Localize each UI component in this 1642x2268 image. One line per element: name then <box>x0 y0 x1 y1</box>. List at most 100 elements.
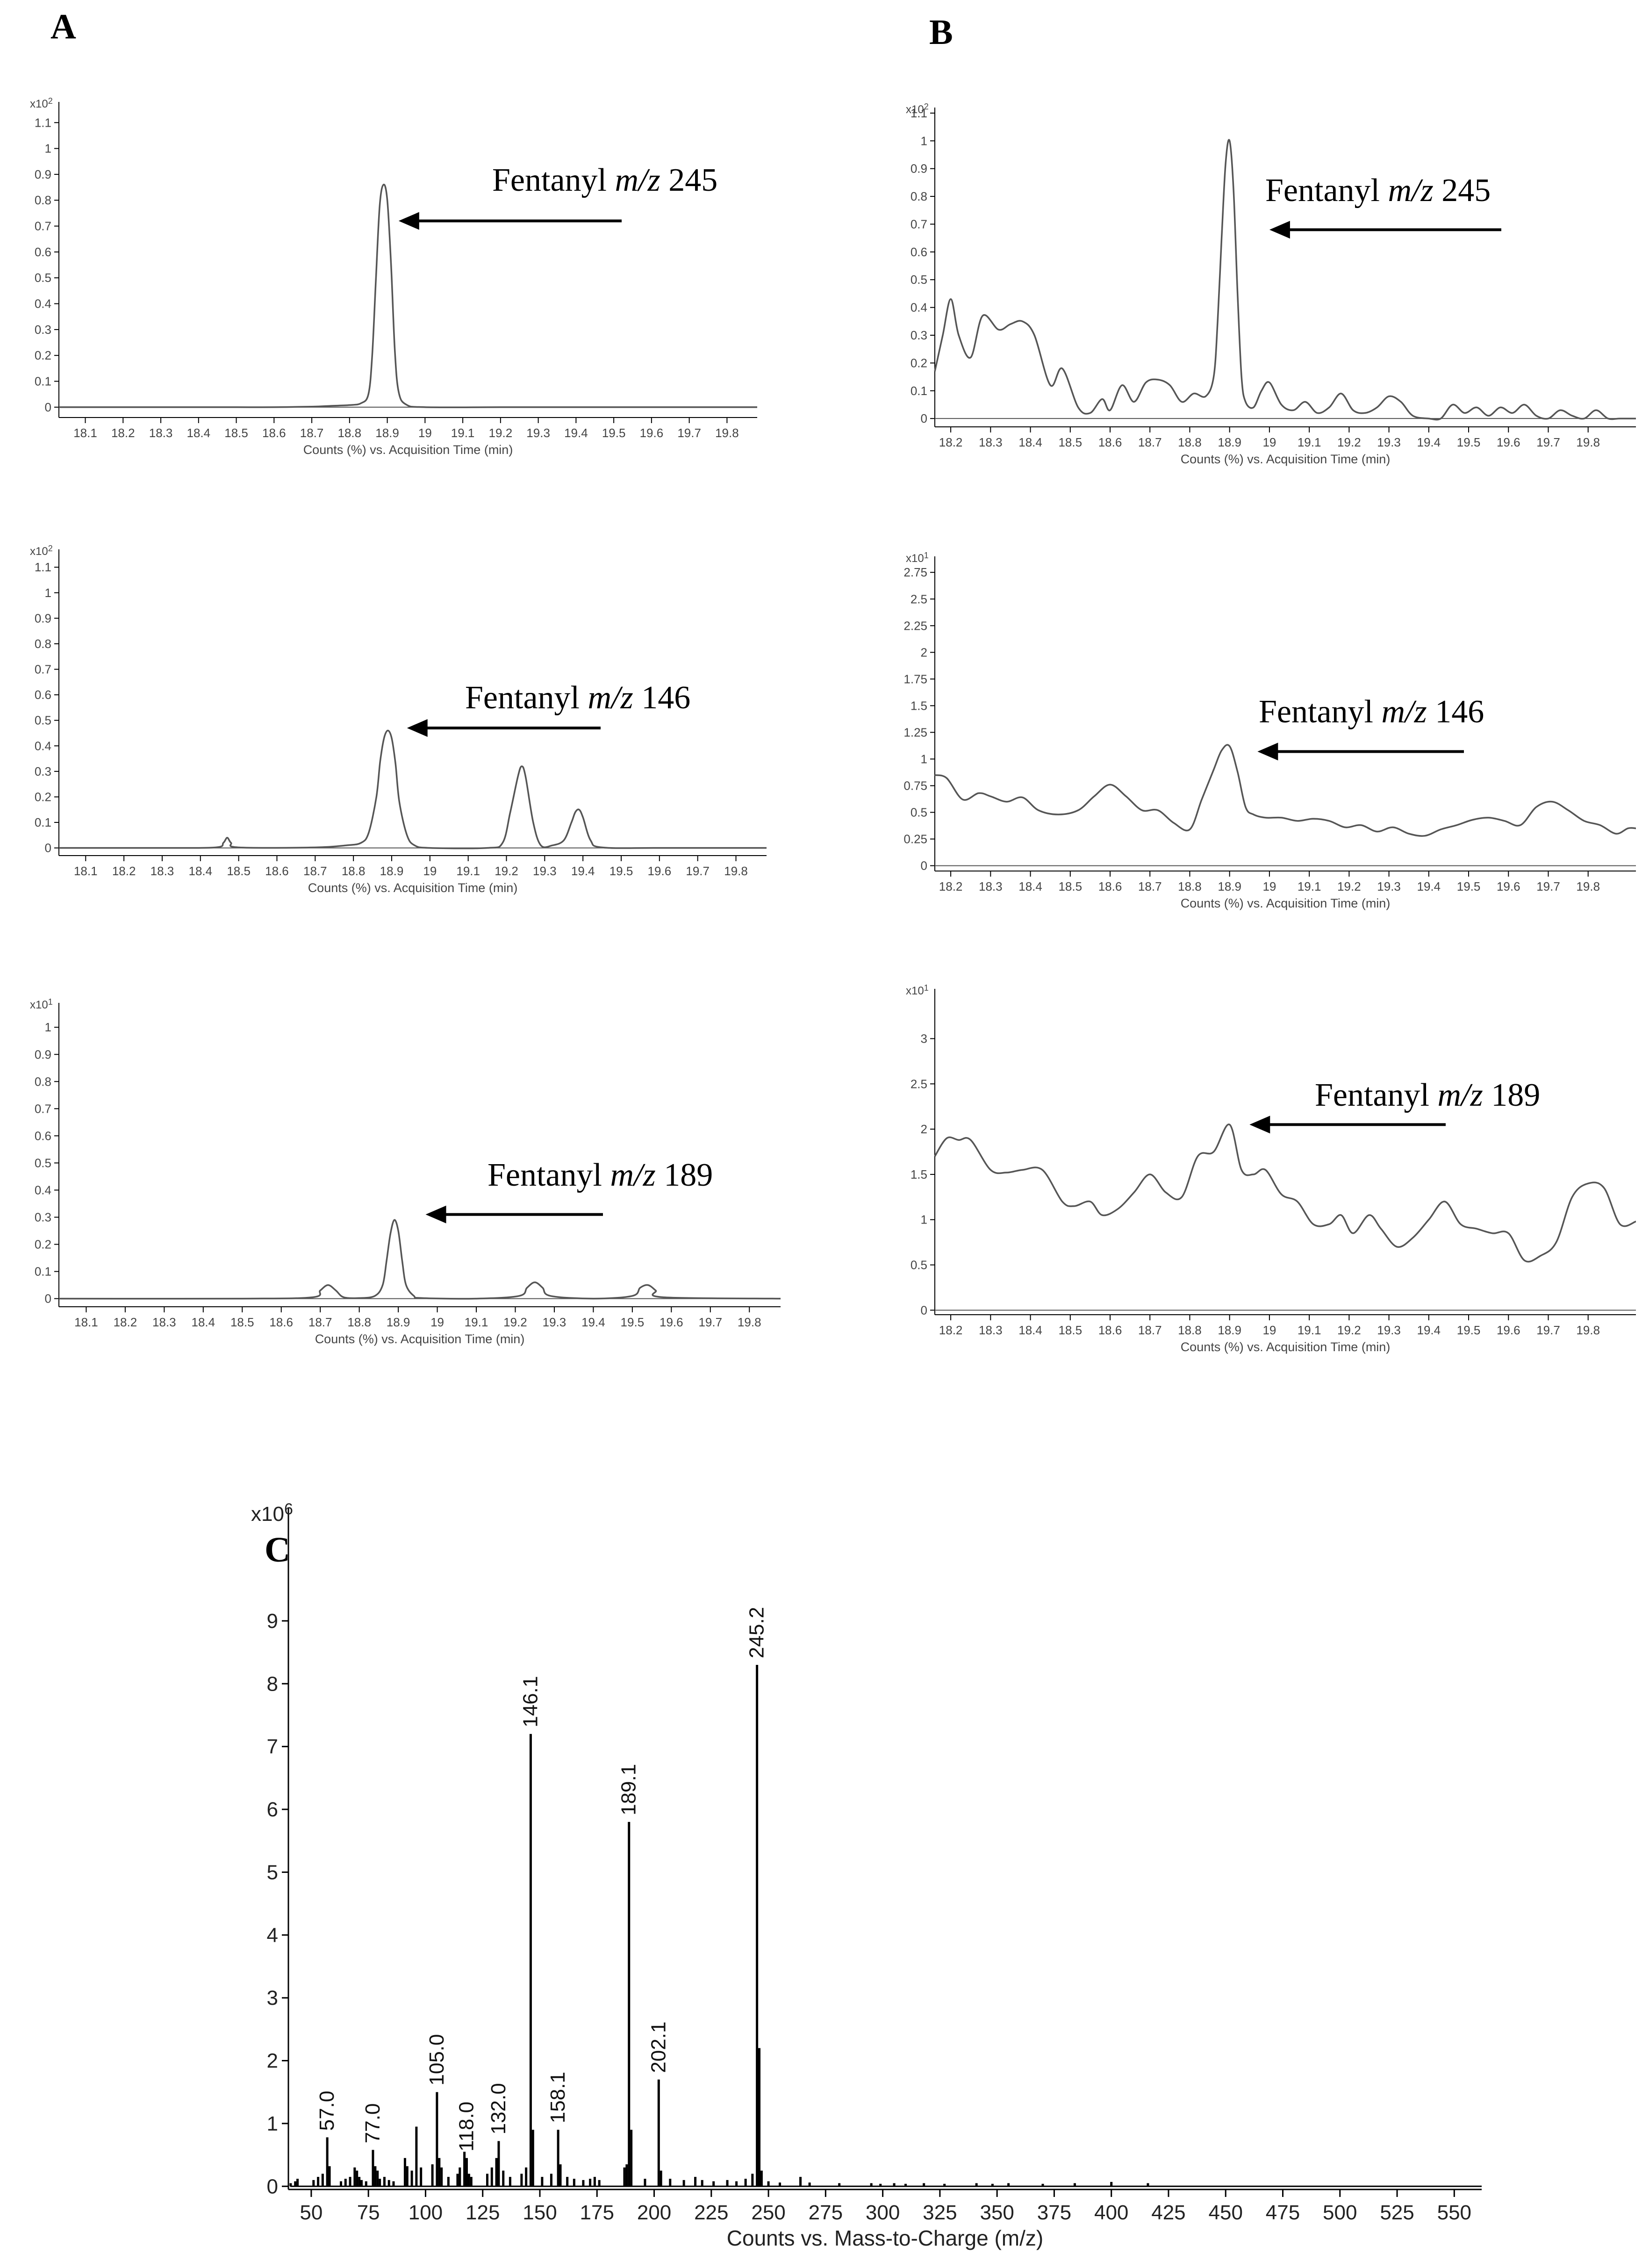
annotation-prefix: Fentanyl <box>1265 173 1388 209</box>
x-tick-label: 19.1 <box>1298 1323 1321 1337</box>
annotation-suffix: 245 <box>660 162 718 198</box>
x-tick-label: 19.2 <box>1337 1323 1361 1337</box>
y-tick-label: 0 <box>921 859 927 873</box>
y-tick-label: 0 <box>921 411 927 425</box>
x-tick-label: 375 <box>1037 2201 1071 2224</box>
arrow-head <box>425 1205 446 1224</box>
x-tick-label: 19.7 <box>1536 879 1560 893</box>
y-tick-label: 0.5 <box>35 713 51 727</box>
x-tick-label: 550 <box>1437 2201 1471 2224</box>
x-tick-label: 19.8 <box>738 1315 761 1329</box>
x-tick-label: 18.7 <box>1138 1323 1162 1337</box>
y-tick-label: 2 <box>921 1122 927 1136</box>
x-tick-label: 19.6 <box>1497 435 1520 449</box>
y-tick-label: 0.5 <box>911 273 927 287</box>
peak-label: 245.2 <box>746 1607 768 1658</box>
x-tick-label: 19.3 <box>543 1315 566 1329</box>
x-tick-label: 18.5 <box>1058 1323 1082 1337</box>
fentanyl-annotation: Fentanyl m/z 245 <box>492 162 717 198</box>
y-tick-label: 0.5 <box>35 1156 51 1170</box>
x-axis-label: Counts (%) vs. Acquisition Time (min) <box>1181 896 1391 910</box>
peak-label: 189.1 <box>617 1764 640 1815</box>
x-tick-label: 19.3 <box>1377 1323 1401 1337</box>
annotation-prefix: Fentanyl <box>488 1157 610 1193</box>
x-tick-label: 18.6 <box>269 1315 293 1329</box>
y-tick-label: 1 <box>267 2112 278 2135</box>
annotation-prefix: Fentanyl <box>465 680 588 716</box>
x-tick-label: 18.2 <box>939 1323 963 1337</box>
x-tick-label: 300 <box>866 2201 900 2224</box>
fentanyl-annotation: Fentanyl m/z 189 <box>1315 1077 1540 1113</box>
annotation-mz: m/z <box>1381 694 1427 730</box>
x-tick-label: 18.9 <box>387 1315 410 1329</box>
y-scale-exponent: 1 <box>924 551 929 560</box>
y-scale-exponent: 2 <box>48 96 53 106</box>
y-tick-label: 2.25 <box>903 619 927 633</box>
x-tick-label: 19.2 <box>489 426 513 440</box>
y-tick-label: 1.5 <box>911 1167 927 1181</box>
x-tick-label: 19 <box>430 1315 444 1329</box>
y-tick-label: 1.5 <box>911 698 927 713</box>
y-tick-label: 0.4 <box>35 1183 51 1197</box>
y-tick-label: 4 <box>267 1924 278 1947</box>
x-tick-label: 19.4 <box>1417 879 1441 893</box>
y-tick-label: 0.6 <box>35 1129 51 1143</box>
x-tick-label: 19.4 <box>581 1315 605 1329</box>
x-tick-label: 18.6 <box>1098 1323 1122 1337</box>
x-tick-label: 19.8 <box>724 864 748 878</box>
x-tick-label: 18.2 <box>939 435 963 449</box>
x-tick-label: 18.5 <box>224 426 248 440</box>
x-tick-label: 19.7 <box>1536 1323 1560 1337</box>
x-tick-label: 18.6 <box>1098 435 1122 449</box>
y-tick-label: 0.7 <box>35 1102 51 1116</box>
peak-label: 132.0 <box>487 2083 510 2134</box>
x-tick-label: 19 <box>1262 879 1276 893</box>
y-tick-label: 0.7 <box>35 662 51 677</box>
x-tick-label: 18.7 <box>1138 435 1162 449</box>
annotation-mz: m/z <box>1437 1077 1483 1113</box>
y-tick-label: 0.8 <box>35 193 51 207</box>
y-tick-label: 0.9 <box>35 167 51 181</box>
chart-b-mz245: x10200.10.20.30.40.50.60.70.80.911.118.2… <box>906 102 1636 466</box>
y-tick-label: 0.2 <box>35 1238 51 1252</box>
y-tick-label: 0.2 <box>35 790 51 804</box>
x-tick-label: 475 <box>1266 2201 1300 2224</box>
x-tick-label: 18.7 <box>300 426 324 440</box>
y-tick-label: 9 <box>267 1610 278 1633</box>
peak-label: 77.0 <box>361 2103 384 2144</box>
x-tick-label: 18.8 <box>342 864 366 878</box>
x-tick-label: 18.3 <box>151 864 174 878</box>
x-tick-label: 18.9 <box>380 864 404 878</box>
chart-a-mz245: x10200.10.20.30.40.50.60.70.80.911.118.1… <box>30 96 757 457</box>
x-tick-label: 18.8 <box>1178 435 1202 449</box>
x-tick-label: 19.8 <box>715 426 739 440</box>
x-tick-label: 19.6 <box>640 426 664 440</box>
x-tick-label: 18.4 <box>1018 879 1042 893</box>
peak-label: 146.1 <box>519 1676 542 1728</box>
annotation-suffix: 189 <box>656 1157 713 1193</box>
x-tick-label: 19.1 <box>465 1315 488 1329</box>
x-tick-label: 19 <box>1262 435 1276 449</box>
x-axis-label: Counts (%) vs. Acquisition Time (min) <box>1181 1340 1391 1354</box>
x-tick-label: 450 <box>1209 2201 1243 2224</box>
peak-label: 118.0 <box>455 2102 478 2152</box>
x-tick-label: 18.4 <box>1018 1323 1042 1337</box>
arrow-head <box>1269 221 1290 239</box>
x-tick-label: 18.3 <box>149 426 173 440</box>
x-tick-label: 350 <box>980 2201 1014 2224</box>
chromatogram-trace <box>58 1219 781 1300</box>
annotation-suffix: 146 <box>1427 694 1484 730</box>
x-tick-label: 19 <box>423 864 437 878</box>
x-tick-label: 19.1 <box>456 864 480 878</box>
fentanyl-annotation: Fentanyl m/z 146 <box>1259 694 1484 730</box>
y-tick-label: 0.4 <box>35 739 51 753</box>
y-tick-label: 0.5 <box>911 806 927 820</box>
x-tick-label: 19.7 <box>698 1315 722 1329</box>
y-tick-label: 5 <box>267 1861 278 1884</box>
y-tick-label: 2.5 <box>911 592 927 606</box>
x-tick-label: 19.6 <box>1497 1323 1520 1337</box>
y-tick-label: 8 <box>267 1672 278 1695</box>
y-scale-exponent: 2 <box>48 544 53 553</box>
y-tick-label: 3 <box>921 1031 927 1045</box>
